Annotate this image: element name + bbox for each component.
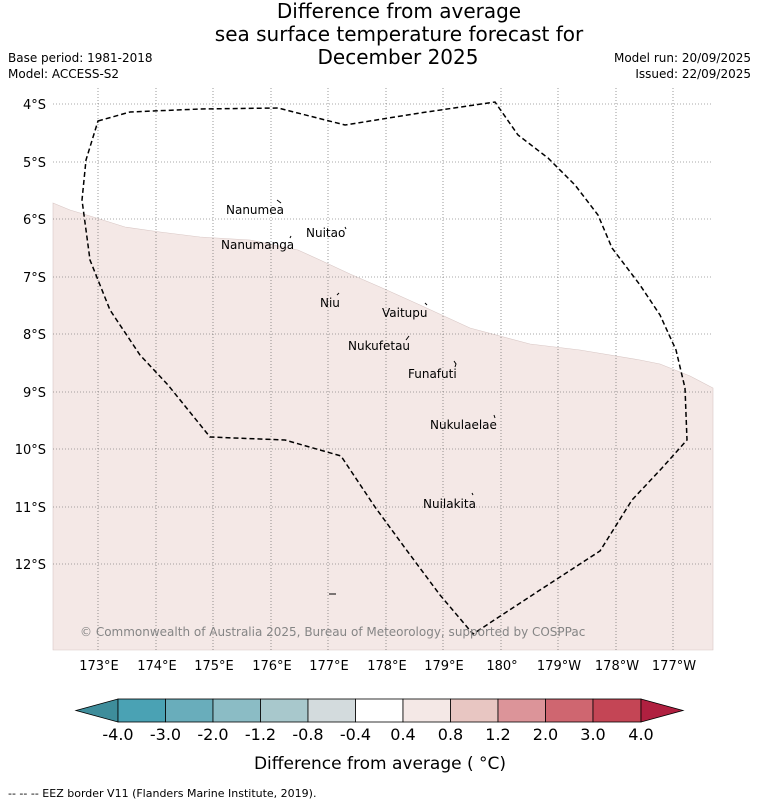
eez-legend: -- -- -- EEZ border V11 (Flanders Marine… <box>8 787 316 800</box>
colorbar-tick-6: -0.4 <box>340 725 371 744</box>
issued-date: Issued: 22/09/2025 <box>635 67 751 81</box>
island-label-nuitao: Nuitao <box>306 226 345 240</box>
island-shape-nanumanga <box>289 235 292 239</box>
lat-label-5s: 5°S <box>23 156 46 171</box>
colorbar-segment-3 <box>212 698 261 723</box>
gridlines <box>53 88 713 650</box>
island-label-nuilakita: Nuilakita <box>423 497 476 511</box>
island-shape-nuitao <box>344 226 347 230</box>
colorbar-label: Difference from average ( °C) <box>254 754 506 774</box>
lon-label-180: 180° <box>486 659 517 674</box>
lon-label-177w: 177°W <box>652 659 696 674</box>
lon-label-179w: 179°W <box>537 659 581 674</box>
lon-label-177e: 177°E <box>309 659 349 674</box>
title-line-1: Difference from average <box>276 0 522 23</box>
title-line-2: sea surface temperature forecast for <box>214 22 584 46</box>
lat-label-6s: 6°S <box>23 213 46 228</box>
lat-label-11s: 11°S <box>15 501 46 516</box>
colorbar-tick-8: 0.8 <box>438 725 463 744</box>
lon-label-179e: 179°E <box>424 659 464 674</box>
island-shape-nanumea <box>276 199 282 204</box>
colorbar-segment-2 <box>165 698 214 723</box>
colorbar-tick-10: 2.0 <box>533 725 558 744</box>
lat-label-10s: 10°S <box>15 443 46 458</box>
lon-label-178e: 178°E <box>367 659 407 674</box>
colorbar-segment-8 <box>450 698 499 723</box>
colorbar-tick-5: -0.8 <box>292 725 323 744</box>
colorbar-segment-4 <box>260 698 309 723</box>
island-shape-funafuti <box>453 360 457 368</box>
lon-label-175e: 175°E <box>194 659 234 674</box>
title-line-3: December 2025 <box>317 45 479 69</box>
model-run: Model run: 20/09/2025 <box>613 51 751 65</box>
lon-label-178w: 178°W <box>595 659 639 674</box>
lat-label-4s: 4°S <box>23 98 46 113</box>
anomaly-region <box>52 202 714 651</box>
model-name: Model: ACCESS-S2 <box>8 67 120 81</box>
base-period: Base period: 1981-2018 <box>8 51 153 65</box>
lon-label-176e: 176°E <box>252 659 292 674</box>
colorbar-segment-5 <box>307 698 356 723</box>
lat-label-7s: 7°S <box>23 271 46 286</box>
island-shape-nukulaelae <box>493 414 496 419</box>
island-label-funafuti: Funafuti <box>408 367 457 381</box>
island-label-nukufetau: Nukufetau <box>348 339 410 353</box>
island-label-niu: Niu <box>320 296 340 310</box>
island-shape-niu <box>336 292 340 296</box>
colorbar-segment-11 <box>592 698 642 723</box>
lon-label-174e: 174°E <box>137 659 177 674</box>
island-shape-vaitupu <box>424 302 428 306</box>
lat-label-12s: 12°S <box>15 558 46 573</box>
colorbar-lower-arrow <box>74 698 119 723</box>
island-label-vaitupu: Vaitupu <box>382 306 428 320</box>
colorbar-tick-1: -4.0 <box>102 725 133 744</box>
island-label-nanumea: Nanumea <box>226 203 284 217</box>
colorbar-tick-7: 0.4 <box>390 725 415 744</box>
island-shape-nukufetau <box>405 335 410 341</box>
colorbar-upper-arrow <box>640 698 685 723</box>
colorbar-segment-10 <box>545 698 594 723</box>
colorbar-segment-6 <box>355 698 404 723</box>
colorbar-tick-3: -2.0 <box>197 725 228 744</box>
lat-label-8s: 8°S <box>23 328 46 343</box>
islands <box>276 199 496 595</box>
colorbar-tick-2: -3.0 <box>150 725 181 744</box>
island-label-nukulaelae: Nukulaelae <box>430 418 497 432</box>
colorbar-segment-7 <box>402 698 451 723</box>
lat-label-9s: 9°S <box>23 386 46 401</box>
colorbar-segment-9 <box>497 698 546 723</box>
colorbar-tick-12: 4.0 <box>628 725 653 744</box>
eez-border <box>81 101 688 635</box>
colorbar-tick-11: 3.0 <box>580 725 605 744</box>
colorbar-segment-1 <box>117 698 166 723</box>
colorbar-tick-9: 1.2 <box>485 725 510 744</box>
lon-label-173e: 173°E <box>79 659 119 674</box>
copyright-notice: © Commonwealth of Australia 2025, Bureau… <box>80 625 585 639</box>
island-label-nanumanga: Nanumanga <box>221 238 294 252</box>
colorbar <box>74 698 685 723</box>
colorbar-tick-4: -1.2 <box>245 725 276 744</box>
island-shape-nuilakita <box>471 492 474 496</box>
